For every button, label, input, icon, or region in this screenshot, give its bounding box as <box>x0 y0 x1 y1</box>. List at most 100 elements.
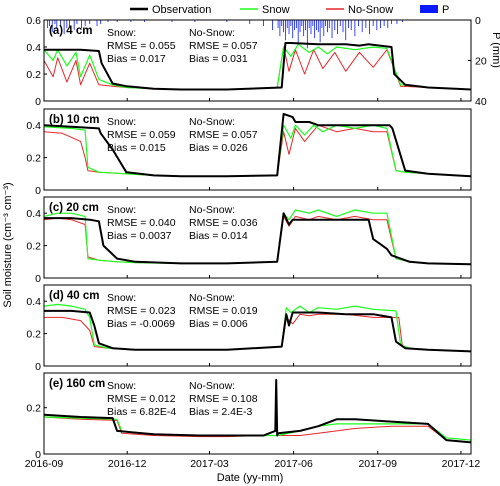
stats-line: RMSE = 0.036 <box>189 217 258 229</box>
y-tick-label: 0.2 <box>26 329 41 341</box>
precip-bar <box>249 20 251 25</box>
precip-bar <box>372 20 374 27</box>
stats-line: Snow: <box>107 204 136 216</box>
y-tick-label: 0 <box>35 449 41 461</box>
stats-line: Bias = -0.0069 <box>107 318 175 330</box>
x-tick-label: 2017-12 <box>442 458 481 470</box>
precip-bar <box>294 20 295 31</box>
legend-swatch-3 <box>420 5 438 13</box>
series-observation <box>44 212 472 266</box>
precip-bar <box>301 20 303 27</box>
panel-frame <box>43 372 472 455</box>
panel-label: (b) 10 cm <box>49 114 100 126</box>
precip-bar <box>303 20 305 37</box>
x-tick-label: 2016-09 <box>25 458 64 470</box>
panel-label: (e) 160 cm <box>49 378 105 390</box>
stats-line: No-Snow: <box>189 27 235 39</box>
x-tick-label: 2016-12 <box>108 458 147 470</box>
precip-bar <box>116 20 118 23</box>
panel-label: (d) 40 cm <box>49 290 100 302</box>
stats-line: RMSE = 0.019 <box>189 305 258 317</box>
precip-bar <box>383 20 385 27</box>
y-tick-label: 0 <box>35 96 41 108</box>
legend-label-2: No-Snow <box>348 4 393 16</box>
panel-frame <box>43 284 472 367</box>
series-snow <box>43 124 472 177</box>
series-observation <box>43 378 472 444</box>
precip-bar <box>334 20 336 31</box>
precip-bar <box>89 20 91 25</box>
x-axis-label: Date (yy-mm) <box>217 472 284 484</box>
stats-line: Snow: <box>107 27 136 39</box>
legend-label-1: Snow <box>262 4 290 16</box>
precip-bar <box>387 20 389 29</box>
y-tick-label: 0 <box>35 185 41 197</box>
series-snow <box>43 303 472 352</box>
y-tick-label: 0.4 <box>26 296 41 308</box>
precip-bar <box>286 20 288 29</box>
stats-line: RMSE = 0.023 <box>107 305 176 317</box>
precip-bar <box>66 20 68 29</box>
y-tick-label: 0.4 <box>26 208 41 220</box>
precip-bar <box>308 20 310 29</box>
precip-bar <box>369 20 370 35</box>
stats-line: Bias = 0.006 <box>189 318 248 330</box>
y-tick-label: 0 <box>35 361 41 373</box>
precip-bar <box>263 20 264 27</box>
precip-bar <box>194 20 196 23</box>
precip-bar <box>226 20 228 23</box>
precip-bar <box>281 20 283 27</box>
precip-bar <box>310 20 312 35</box>
precip-bar <box>319 20 321 43</box>
precip-bar <box>130 20 132 23</box>
precip-bar <box>107 20 109 23</box>
series-observation <box>44 42 472 91</box>
precip-bar <box>358 20 359 27</box>
precip-bar <box>306 20 308 49</box>
stats-line: Bias = 0.031 <box>189 53 248 65</box>
precip-bar <box>365 20 367 29</box>
legend: Observation Snow No-Snow P <box>130 4 449 16</box>
series-no-snow <box>43 416 472 443</box>
axis-text: Soil moisture (cm⁻³ cm⁻³) Date (yy-mm) P… <box>2 32 500 484</box>
precip-tick-label: 0 <box>475 15 481 27</box>
precip-bar <box>348 20 349 29</box>
precip-bar <box>345 20 347 41</box>
stats-line: RMSE = 0.055 <box>107 40 176 52</box>
precip-bar <box>272 20 273 31</box>
stats-line: Bias = 0.017 <box>107 53 166 65</box>
stats-line: Snow: <box>107 116 136 128</box>
precip-bar <box>350 20 352 31</box>
x-tick-label: 2017-03 <box>190 458 229 470</box>
series-observation <box>44 309 472 353</box>
precip-bar <box>295 20 297 29</box>
panel-label: (c) 20 cm <box>49 202 99 214</box>
precip-bar <box>316 20 317 31</box>
precip-bar <box>76 20 78 25</box>
panel-frame <box>43 19 472 102</box>
precip-bar <box>297 20 299 45</box>
y-tick-label: 0.4 <box>26 42 41 54</box>
series-observation <box>43 112 472 178</box>
y-axis-label: Soil moisture (cm⁻³ cm⁻³) <box>2 182 14 307</box>
stats-line: RMSE = 0.057 <box>189 129 258 141</box>
precip-bar <box>63 20 65 35</box>
precip-bar <box>321 20 323 29</box>
precip-bar <box>69 20 71 27</box>
precip-bar <box>331 20 333 39</box>
y-tick-label: 0.2 <box>26 153 41 165</box>
precip-bar <box>305 20 306 31</box>
precip-bar <box>337 20 338 35</box>
panel-0: 0 20 40 0 0.2 0.4 0.6 (a) 4 cm Snow:RMSE = 0.055… <box>26 15 486 108</box>
precip-tick-label: 40 <box>475 96 487 108</box>
precip-bar <box>144 20 145 23</box>
y-tick-label: 0.4 <box>26 120 41 132</box>
precip-bar <box>328 20 330 29</box>
precip-bar <box>339 20 341 27</box>
